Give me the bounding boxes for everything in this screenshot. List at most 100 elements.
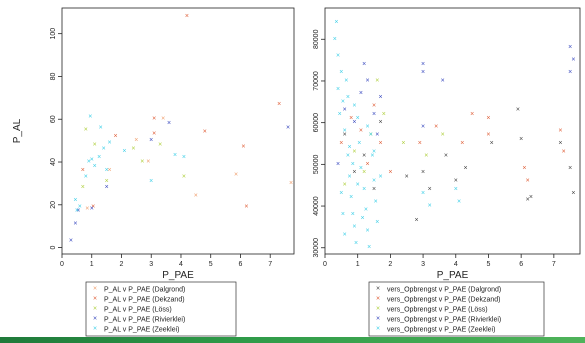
x-axis-label: P_PAE bbox=[437, 270, 469, 281]
data-point: × bbox=[428, 203, 432, 210]
y-tick-label: 40 bbox=[50, 158, 57, 166]
left-chart-panel: 0 1 2 3 4 5 6 7 0 20 40 60 80 100 P_PAE P_AL × × × × × × × × × × ×… bbox=[12, 7, 295, 337]
x-tick-label: 0 bbox=[323, 261, 327, 268]
data-point: × bbox=[379, 173, 383, 180]
data-point: × bbox=[346, 94, 350, 101]
data-point: × bbox=[113, 133, 117, 140]
data-point: × bbox=[140, 159, 144, 166]
data-point: × bbox=[78, 203, 82, 210]
data-point: × bbox=[244, 203, 248, 210]
data-point: × bbox=[367, 244, 371, 251]
data-point: × bbox=[341, 98, 345, 105]
data-point: × bbox=[370, 153, 374, 160]
data-point: × bbox=[99, 124, 103, 131]
legend-entry: vers_Opbrengst v P_PAE (Dalgrond) bbox=[387, 287, 501, 294]
data-point: × bbox=[354, 240, 358, 247]
data-point: × bbox=[571, 57, 575, 64]
data-point: × bbox=[333, 36, 337, 43]
data-point: × bbox=[388, 169, 392, 176]
data-point: × bbox=[134, 137, 138, 144]
data-point: × bbox=[374, 198, 378, 205]
data-point: × bbox=[336, 161, 340, 168]
legend-box bbox=[85, 281, 237, 337]
x-tick-label: 4 bbox=[179, 261, 183, 268]
data-point: × bbox=[97, 154, 101, 161]
data-point: × bbox=[421, 123, 425, 130]
data-point: × bbox=[93, 163, 97, 170]
data-point: × bbox=[84, 173, 88, 180]
right-chart-panel: 0 1 2 3 4 5 6 7 30000 40000 50000 60000 70000 80000 P_… bbox=[298, 0, 585, 343]
data-point: × bbox=[362, 186, 366, 193]
data-point: × bbox=[418, 140, 422, 147]
legend-marker: × bbox=[376, 316, 380, 323]
data-point: × bbox=[105, 178, 109, 185]
data-point: × bbox=[185, 13, 189, 20]
legend-marker: × bbox=[93, 306, 97, 313]
y-tick-label: 100 bbox=[50, 28, 57, 40]
right-scatter-chart: 0 1 2 3 4 5 6 7 30000 40000 50000 60000 70000 80000 P_… bbox=[313, 7, 581, 337]
legend-entry: P_AL v P_PAE (Dalgrond) bbox=[104, 287, 185, 294]
data-point: × bbox=[379, 94, 383, 101]
x-tick-label: 5 bbox=[209, 261, 213, 268]
data-point: × bbox=[428, 186, 432, 193]
data-point: × bbox=[352, 223, 356, 230]
x-tick-label: 5 bbox=[487, 261, 491, 268]
bottom-accent-bar bbox=[0, 337, 585, 343]
data-point: × bbox=[90, 206, 94, 213]
data-point: × bbox=[516, 107, 520, 114]
data-point: × bbox=[81, 167, 85, 174]
legend-marker: × bbox=[376, 306, 380, 313]
data-point: × bbox=[486, 132, 490, 139]
data-point: × bbox=[362, 61, 366, 68]
data-point: × bbox=[434, 123, 438, 130]
data-point: × bbox=[375, 132, 379, 139]
data-point: × bbox=[73, 221, 77, 228]
y-tick-label: 20 bbox=[50, 201, 57, 209]
x-tick-label: 6 bbox=[239, 261, 243, 268]
data-point: × bbox=[486, 115, 490, 122]
data-point: × bbox=[372, 111, 376, 118]
data-point: × bbox=[382, 111, 386, 118]
data-point: × bbox=[454, 178, 458, 185]
data-point: × bbox=[73, 197, 77, 204]
data-point: × bbox=[444, 153, 448, 160]
data-point: × bbox=[76, 208, 80, 215]
data-point: × bbox=[562, 148, 566, 155]
plot-frame bbox=[324, 7, 581, 255]
data-point: × bbox=[522, 165, 526, 172]
data-point: × bbox=[343, 182, 347, 189]
data-point: × bbox=[338, 111, 342, 118]
data-point: × bbox=[365, 161, 369, 168]
data-point: × bbox=[375, 77, 379, 84]
data-point: × bbox=[568, 44, 572, 51]
data-point: × bbox=[365, 123, 369, 130]
data-point: × bbox=[529, 194, 533, 201]
data-point: × bbox=[349, 194, 353, 201]
data-point: × bbox=[334, 19, 338, 26]
data-point: × bbox=[343, 107, 347, 114]
x-axis-label: P_PAE bbox=[162, 270, 194, 281]
data-point: × bbox=[490, 140, 494, 147]
data-point: × bbox=[349, 115, 353, 122]
data-point: × bbox=[421, 69, 425, 76]
legend-entry: vers_Opbrengst v P_PAE (Löss) bbox=[387, 307, 488, 314]
data-point: × bbox=[161, 116, 165, 123]
data-point: × bbox=[339, 140, 343, 147]
data-point: × bbox=[105, 184, 109, 191]
data-point: × bbox=[568, 165, 572, 172]
x-tick-label: 3 bbox=[421, 261, 425, 268]
data-point: × bbox=[343, 232, 347, 239]
legend-marker: × bbox=[376, 326, 380, 333]
data-point: × bbox=[379, 140, 383, 147]
y-tick-label: 60000 bbox=[313, 113, 320, 133]
data-point: × bbox=[356, 115, 360, 122]
data-point: × bbox=[352, 148, 356, 155]
y-axis-label: P_AL bbox=[12, 118, 23, 143]
data-point: × bbox=[173, 152, 177, 159]
x-tick-label: 6 bbox=[519, 261, 523, 268]
data-point: × bbox=[289, 180, 293, 187]
data-point: × bbox=[286, 124, 290, 131]
data-point: × bbox=[344, 77, 348, 84]
data-point: × bbox=[372, 102, 376, 109]
data-point: × bbox=[526, 196, 530, 203]
